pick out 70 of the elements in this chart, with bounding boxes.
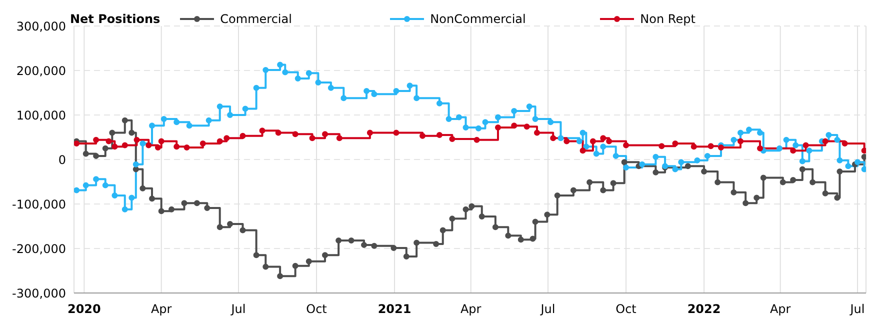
- point: [822, 138, 828, 144]
- point: [259, 128, 266, 134]
- point: [861, 148, 866, 154]
- point: [600, 135, 606, 142]
- point: [292, 131, 298, 138]
- point: [494, 124, 501, 130]
- point: [93, 136, 100, 143]
- point: [146, 142, 152, 148]
- legend-label: Commercial: [219, 12, 293, 26]
- point: [112, 144, 118, 150]
- point: [672, 140, 678, 146]
- point: [200, 140, 206, 146]
- x-tick-label: Jul: [540, 302, 556, 316]
- point: [738, 138, 744, 144]
- point: [224, 135, 230, 142]
- point: [658, 143, 665, 150]
- x-tick-label: Jul: [849, 302, 865, 316]
- point: [309, 135, 316, 142]
- x-tick-label: 2020: [67, 302, 101, 316]
- point: [322, 131, 328, 138]
- point: [393, 130, 400, 136]
- y-tick-label: -100,000: [12, 197, 66, 212]
- x-tick-label: Apr: [150, 302, 172, 316]
- point: [449, 136, 456, 142]
- legend-title: Net Positions: [70, 12, 160, 26]
- point: [474, 136, 480, 143]
- point: [590, 138, 596, 144]
- y-tick-label: 100,000: [16, 108, 66, 122]
- x-tick-label: Oct: [616, 302, 637, 316]
- x-tick-label: 2021: [378, 302, 412, 316]
- point: [534, 130, 540, 136]
- point: [184, 144, 190, 150]
- y-tick-label: -200,000: [12, 242, 66, 256]
- point: [134, 136, 140, 143]
- point: [240, 132, 246, 139]
- point: [275, 130, 282, 136]
- point: [708, 143, 714, 150]
- point: [564, 138, 570, 144]
- x-tick-label: Jul: [230, 302, 246, 316]
- y-tick-label: 300,000: [16, 19, 66, 34]
- point: [623, 142, 630, 148]
- point: [802, 142, 809, 148]
- y-tick-label: 0: [58, 152, 66, 167]
- point: [154, 144, 161, 150]
- point: [524, 124, 530, 130]
- x-tick-label: 2022: [687, 302, 721, 316]
- point: [174, 144, 180, 150]
- point: [842, 140, 848, 146]
- point: [122, 142, 128, 148]
- point: [436, 132, 442, 138]
- point: [757, 145, 764, 152]
- y-tick-label: -300,000: [12, 286, 66, 300]
- x-tick-label: Oct: [306, 302, 328, 316]
- y-tick-label: 200,000: [16, 64, 66, 78]
- point: [336, 135, 342, 142]
- point: [550, 135, 556, 142]
- x-tick-label: Apr: [460, 302, 482, 316]
- point: [106, 138, 112, 144]
- x-tick-label: Apr: [770, 302, 791, 316]
- point: [790, 148, 796, 154]
- legend-label: Non Rept: [639, 12, 696, 26]
- point: [580, 148, 586, 154]
- point: [366, 130, 373, 136]
- point: [216, 138, 223, 144]
- point: [158, 138, 164, 144]
- point: [690, 144, 697, 150]
- legend-label: NonCommercial: [429, 12, 527, 26]
- point: [511, 122, 518, 129]
- point: [420, 132, 426, 139]
- point: [606, 138, 612, 144]
